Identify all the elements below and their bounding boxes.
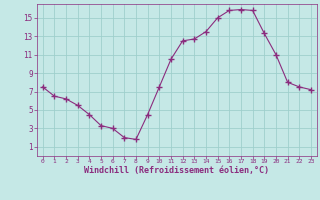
X-axis label: Windchill (Refroidissement éolien,°C): Windchill (Refroidissement éolien,°C) (84, 166, 269, 175)
